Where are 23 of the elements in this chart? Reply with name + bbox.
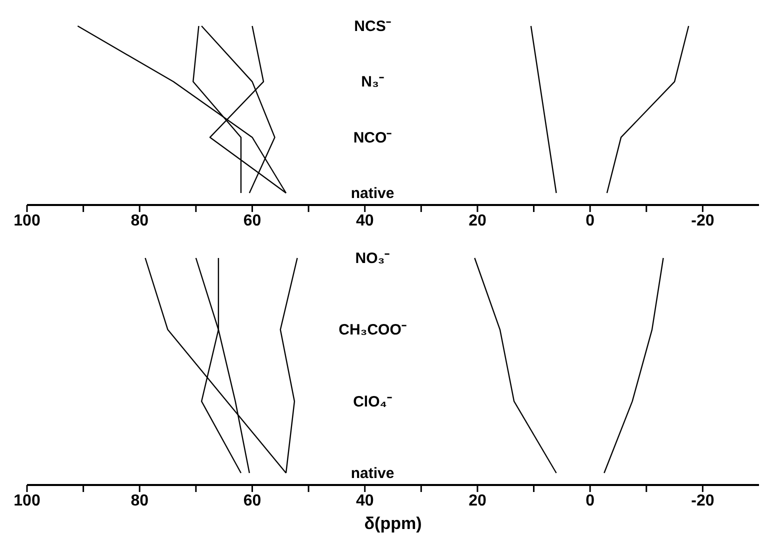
y-tick-label: native — [350, 185, 394, 202]
x-tick-label: 0 — [586, 212, 595, 230]
x-tick-label: 40 — [356, 212, 374, 230]
x-tick-label: 100 — [14, 492, 40, 510]
x-tick-label: 20 — [468, 492, 486, 510]
y-tick-label: NCO⁻ — [353, 129, 392, 146]
y-tick-label: N₃⁻ — [361, 74, 384, 91]
y-tick-label: NCS⁻ — [354, 18, 391, 35]
x-tick-label: 20 — [468, 212, 486, 230]
y-tick-label: CH₃COO⁻ — [338, 322, 406, 339]
x-tick-label: 80 — [130, 212, 149, 230]
x-tick-label: 60 — [243, 212, 262, 230]
x-tick-label: 80 — [130, 492, 149, 510]
x-axis-title: δ(ppm) — [364, 514, 422, 534]
x-tick-label: -20 — [691, 212, 714, 230]
x-tick-label: 60 — [243, 492, 262, 510]
y-tick-label: NO₃⁻ — [355, 250, 390, 267]
x-tick-label: 40 — [356, 492, 374, 510]
x-tick-label: -20 — [691, 492, 714, 510]
y-tick-label: native — [350, 465, 394, 482]
x-tick-label: 100 — [14, 212, 40, 230]
x-tick-label: 0 — [586, 492, 595, 510]
y-tick-label: ClO₄⁻ — [353, 393, 392, 410]
